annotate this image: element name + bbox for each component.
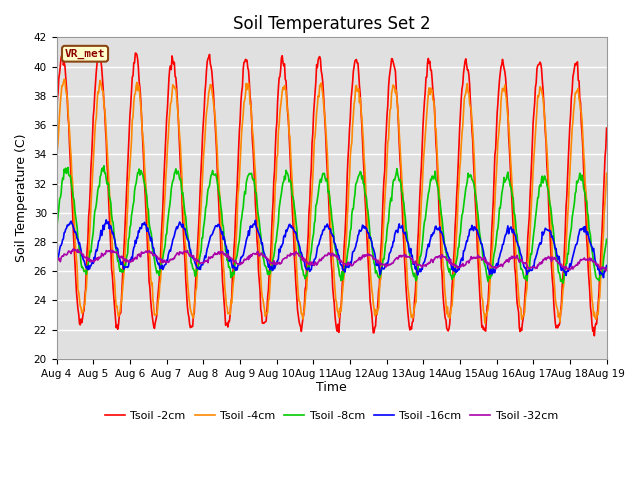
Tsoil -32cm	[120, 257, 128, 263]
Tsoil -32cm	[70, 246, 77, 252]
Tsoil -2cm	[591, 333, 598, 338]
Tsoil -2cm	[415, 210, 423, 216]
Tsoil -32cm	[205, 254, 212, 260]
Tsoil -2cm	[96, 48, 104, 53]
Tsoil -8cm	[205, 185, 212, 191]
Tsoil -16cm	[415, 268, 423, 274]
Line: Tsoil -8cm: Tsoil -8cm	[56, 166, 607, 283]
Tsoil -8cm	[415, 262, 423, 267]
Tsoil -4cm	[481, 320, 489, 326]
Tsoil -16cm	[205, 240, 212, 246]
Tsoil -8cm	[63, 170, 70, 176]
Tsoil -8cm	[52, 228, 60, 234]
Tsoil -8cm	[176, 177, 184, 182]
Tsoil -2cm	[176, 146, 184, 152]
Tsoil -16cm	[102, 217, 110, 223]
Legend: Tsoil -2cm, Tsoil -4cm, Tsoil -8cm, Tsoil -16cm, Tsoil -32cm: Tsoil -2cm, Tsoil -4cm, Tsoil -8cm, Tsoi…	[100, 406, 563, 425]
Tsoil -2cm	[603, 125, 611, 131]
Line: Tsoil -4cm: Tsoil -4cm	[56, 79, 607, 323]
Y-axis label: Soil Temperature (C): Soil Temperature (C)	[15, 134, 28, 263]
Tsoil -8cm	[559, 280, 567, 286]
X-axis label: Time: Time	[316, 382, 347, 395]
Tsoil -16cm	[63, 226, 70, 231]
Tsoil -2cm	[399, 228, 407, 234]
Tsoil -16cm	[120, 266, 128, 272]
Tsoil -32cm	[52, 258, 60, 264]
Tsoil -8cm	[603, 237, 611, 242]
Tsoil -16cm	[176, 219, 184, 225]
Tsoil -2cm	[205, 54, 212, 60]
Tsoil -4cm	[63, 94, 71, 99]
Tsoil -16cm	[52, 258, 60, 264]
Line: Tsoil -2cm: Tsoil -2cm	[56, 50, 607, 336]
Tsoil -16cm	[603, 263, 611, 268]
Tsoil -4cm	[603, 170, 611, 176]
Text: VR_met: VR_met	[65, 48, 105, 59]
Tsoil -4cm	[52, 156, 60, 161]
Tsoil -4cm	[120, 271, 128, 277]
Tsoil -4cm	[415, 247, 423, 252]
Tsoil -32cm	[176, 249, 184, 255]
Tsoil -4cm	[205, 90, 212, 96]
Tsoil -2cm	[52, 118, 60, 124]
Tsoil -32cm	[63, 252, 70, 258]
Line: Tsoil -16cm: Tsoil -16cm	[56, 220, 607, 278]
Tsoil -16cm	[600, 275, 607, 281]
Tsoil -8cm	[399, 197, 407, 203]
Tsoil -32cm	[602, 268, 610, 274]
Tsoil -32cm	[399, 253, 407, 259]
Tsoil -8cm	[100, 163, 108, 168]
Tsoil -4cm	[399, 195, 407, 201]
Tsoil -4cm	[60, 76, 68, 82]
Tsoil -4cm	[176, 134, 184, 140]
Tsoil -2cm	[120, 248, 128, 254]
Line: Tsoil -32cm: Tsoil -32cm	[56, 249, 607, 271]
Tsoil -32cm	[603, 265, 611, 271]
Tsoil -8cm	[120, 266, 128, 272]
Tsoil -16cm	[399, 228, 407, 234]
Tsoil -32cm	[415, 262, 423, 267]
Tsoil -2cm	[63, 83, 70, 88]
Title: Soil Temperatures Set 2: Soil Temperatures Set 2	[233, 15, 430, 33]
